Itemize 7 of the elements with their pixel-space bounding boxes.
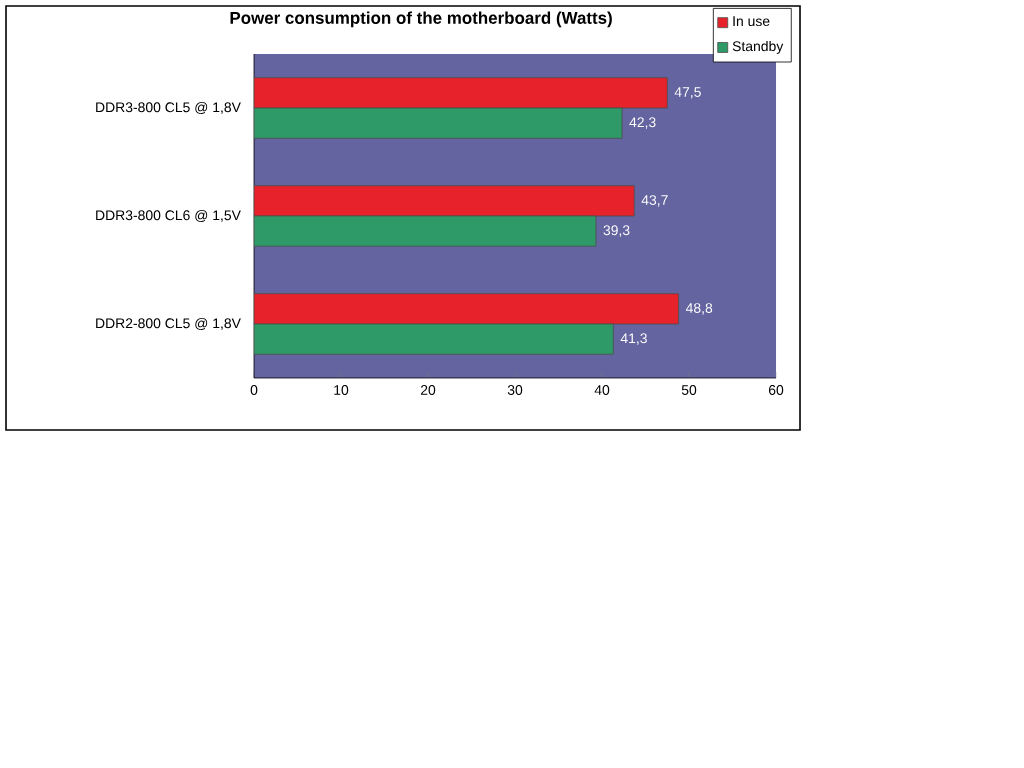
bar: [254, 107, 623, 139]
bar: [254, 323, 614, 355]
bar: [254, 293, 679, 325]
bar: [254, 185, 635, 217]
bar: [254, 77, 668, 109]
chart-title: Power consumption of the motherboard (Watts): [230, 11, 612, 28]
bar: [254, 215, 597, 247]
